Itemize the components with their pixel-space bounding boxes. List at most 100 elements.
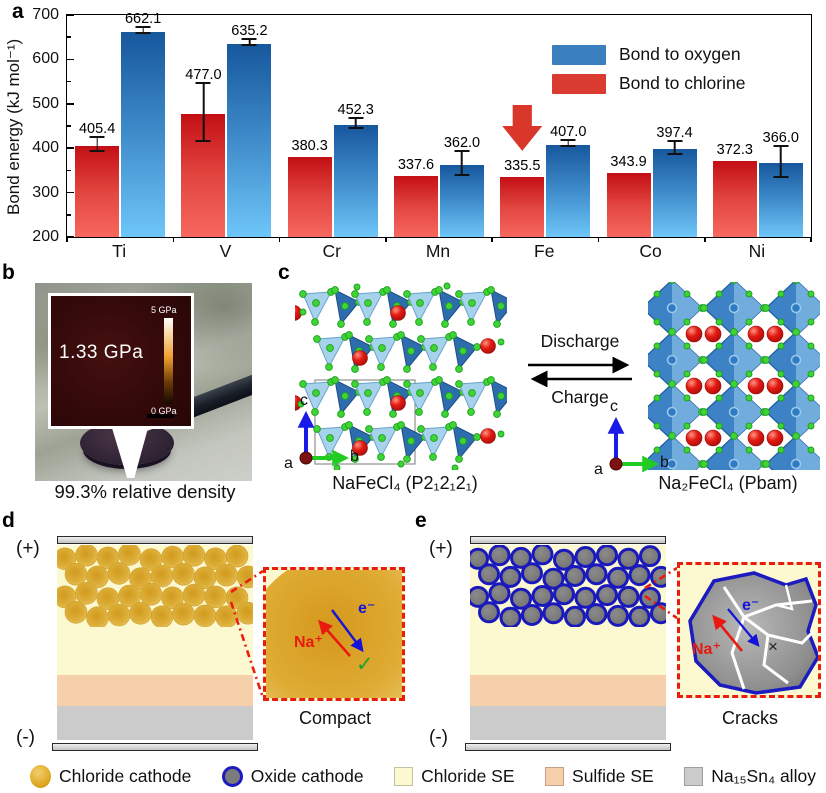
cl-atom bbox=[807, 342, 815, 350]
cl-atom bbox=[445, 302, 453, 310]
cathode-particle bbox=[150, 605, 174, 629]
bar-value-label: 362.0 bbox=[443, 134, 481, 151]
bar-value-label: 337.6 bbox=[397, 156, 435, 173]
sulfide-se-layer-d bbox=[57, 675, 253, 706]
cl-atom bbox=[415, 408, 423, 416]
na2fecl4-caption: Na₂FeCl₄ (Pbam) bbox=[658, 473, 798, 493]
cl-atom bbox=[459, 437, 467, 445]
cl-atom bbox=[700, 356, 708, 364]
afm-modulus-inset: 1.33 GPa 5 GPa 0 GPa bbox=[48, 293, 194, 429]
cl-atom bbox=[312, 299, 320, 307]
cl-atom bbox=[792, 328, 800, 336]
bar-bond-to-oxygen-Cr: 452.3 bbox=[333, 102, 378, 237]
error-bar bbox=[241, 38, 257, 46]
fecl4-tetrahedron bbox=[316, 336, 346, 369]
cathode-particle bbox=[510, 587, 532, 610]
cl-atom bbox=[403, 365, 411, 373]
fe-atom bbox=[666, 406, 678, 418]
cathode-particle bbox=[75, 543, 98, 567]
fe-atom bbox=[666, 458, 678, 470]
bar-group-Ni: 372.3 366.0 bbox=[705, 15, 811, 237]
fe-atom bbox=[728, 458, 740, 470]
cl-atom bbox=[377, 363, 385, 371]
fecl4-tetrahedron bbox=[302, 291, 332, 324]
cl-atom bbox=[429, 363, 437, 371]
bar-groups: 405.4 662.1 477.0 635.2 380.3 452.3 337.6 362.0… bbox=[67, 11, 811, 237]
octahedron-facet bbox=[734, 332, 764, 388]
cl-atom bbox=[653, 342, 661, 350]
octahedron-facet bbox=[796, 436, 820, 470]
na-atom bbox=[766, 325, 784, 343]
bar-value-label: 407.0 bbox=[550, 123, 587, 140]
na2fecl4-structure bbox=[648, 282, 820, 470]
cl-atom bbox=[777, 342, 785, 350]
error-bar bbox=[667, 140, 683, 155]
cathode-particle bbox=[488, 582, 511, 605]
x-tick-label-Mn: Mn bbox=[425, 241, 451, 261]
cl-atom bbox=[807, 370, 815, 378]
cl-atom bbox=[337, 410, 345, 418]
callout-lines-e bbox=[644, 566, 678, 620]
x-tick-label-Ni: Ni bbox=[748, 241, 766, 261]
cl-atom bbox=[700, 304, 708, 312]
bar-group-Ti: 405.4 662.1 bbox=[67, 11, 173, 237]
cathode-particle bbox=[564, 565, 586, 587]
y-tick-label: 200 bbox=[32, 228, 59, 245]
legend-row-oxygen: Bond to oxygen bbox=[552, 40, 745, 69]
bar-group-Co: 343.9 397.4 bbox=[598, 15, 704, 237]
cl-atom bbox=[345, 331, 353, 339]
cathode-particle bbox=[182, 583, 206, 607]
na-ion-label-e: Na⁺ bbox=[692, 641, 721, 658]
y-tick-label: 400 bbox=[32, 139, 59, 157]
cl-atom bbox=[777, 422, 785, 430]
octahedron-facet bbox=[734, 384, 764, 440]
na-ion-label-d: Na⁺ bbox=[294, 634, 323, 651]
cracks-inset: Na⁺ e⁻ × bbox=[677, 562, 821, 698]
cl-atom bbox=[762, 304, 770, 312]
cathode-particle bbox=[553, 583, 575, 606]
legend-item-chloride-cathode: Chloride cathode bbox=[30, 764, 191, 788]
colorbar-max-label: 5 GPa bbox=[151, 305, 177, 315]
x-boundary-tick bbox=[491, 237, 493, 242]
cl-atom bbox=[715, 422, 723, 430]
bar-bond-to-oxygen-Ni: 366.0 bbox=[758, 130, 803, 237]
compact-caption: Compact bbox=[298, 708, 372, 728]
bar-bond-to-chlorine-Cr: 380.3 bbox=[287, 138, 332, 237]
cl-atom bbox=[715, 290, 723, 298]
cl-atom bbox=[730, 380, 738, 388]
axis-indicator-left-icon bbox=[297, 410, 350, 467]
chloride-cathode-particles bbox=[53, 543, 260, 629]
octahedron-facet bbox=[796, 282, 820, 336]
na-atom bbox=[747, 377, 765, 395]
na-atom bbox=[685, 429, 703, 447]
cl-atom bbox=[653, 370, 661, 378]
chloride-cathode-swatch-icon bbox=[30, 764, 51, 788]
cl-atom bbox=[468, 389, 476, 397]
legend-item-label: Oxide cathode bbox=[250, 765, 364, 786]
cl-atom bbox=[351, 365, 359, 373]
cl-atom bbox=[341, 392, 349, 400]
na-atom bbox=[766, 377, 784, 395]
cracked-grain bbox=[688, 571, 818, 695]
cl-atom bbox=[745, 342, 753, 350]
bar-bond-to-chlorine-Ni: 372.3 bbox=[712, 142, 757, 237]
na-atom bbox=[390, 305, 406, 321]
cl-atom bbox=[683, 342, 691, 350]
bar-value-label: 343.9 bbox=[610, 154, 647, 171]
octahedron-facet bbox=[672, 282, 702, 336]
electron-label-d: e⁻ bbox=[358, 600, 376, 617]
x-boundary-tick bbox=[66, 237, 68, 242]
cathode-particle bbox=[628, 605, 651, 628]
alloy-layer-e bbox=[470, 706, 666, 740]
cl-atom bbox=[653, 422, 661, 430]
nafecl4-caption: NaFeCl₄ (P2₁2₁2₁) bbox=[332, 473, 478, 493]
highlight-down-arrow-icon bbox=[502, 104, 543, 151]
cathode-particle bbox=[564, 605, 586, 628]
cl-atom bbox=[312, 389, 320, 397]
fecl4-tetrahedron bbox=[420, 426, 450, 459]
cl-atom bbox=[745, 422, 753, 430]
bottom-current-collector-d bbox=[52, 743, 258, 751]
y-tick-label: 500 bbox=[32, 94, 59, 112]
cl-atom bbox=[683, 422, 691, 430]
fe-atom bbox=[728, 302, 740, 314]
